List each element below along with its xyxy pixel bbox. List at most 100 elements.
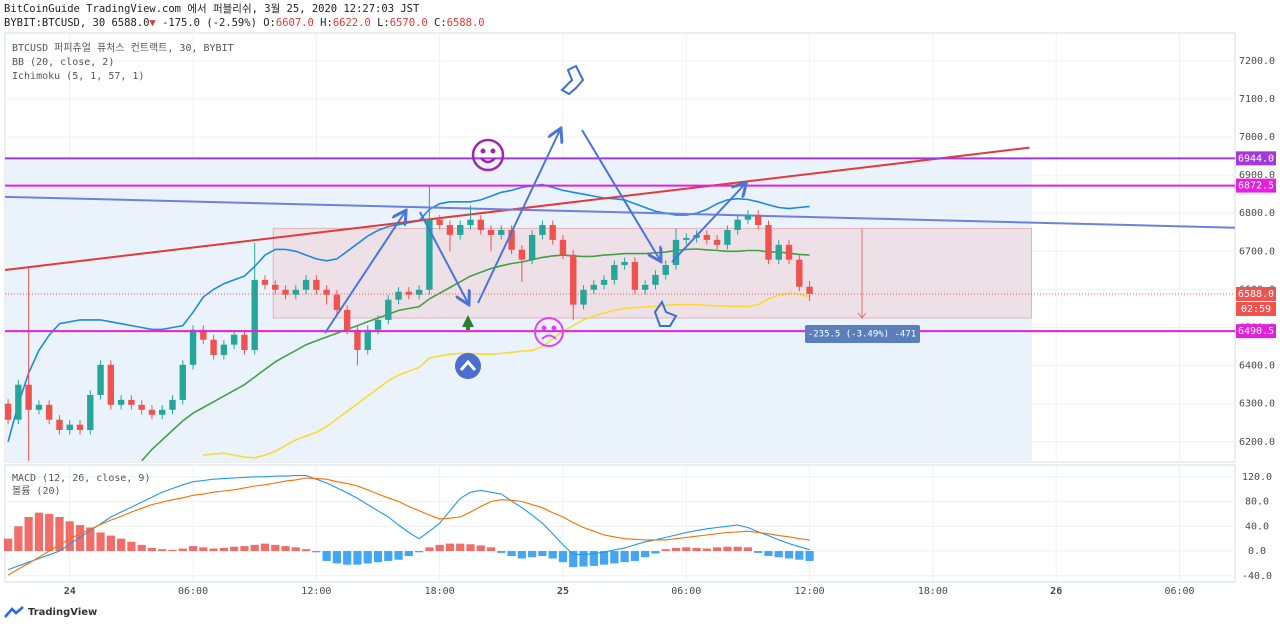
x-tick-label: 24 [64, 586, 76, 597]
candle-body [734, 219, 741, 230]
histogram-bar [784, 551, 794, 559]
histogram-bar [373, 551, 383, 563]
candle-body [405, 291, 413, 295]
header: BitCoinGuide TradingView.com 에서 퍼블리쉬, 3월… [4, 2, 485, 30]
under-layer [272, 227, 1032, 319]
histogram-bar [127, 541, 136, 552]
level-layer [5, 157, 1235, 333]
candle-body [518, 249, 526, 260]
histogram-bar [271, 544, 280, 552]
histogram-bar [682, 547, 691, 552]
histogram-bar [569, 551, 578, 568]
candle-body [66, 424, 73, 430]
candle-body [426, 219, 433, 290]
level-label: 6872.5 [1238, 181, 1274, 192]
countdown-box [1236, 301, 1276, 316]
label-layer: 6200.06300.06400.06500.06600.06700.06800… [64, 56, 1276, 597]
macd-pane [4, 464, 1236, 583]
ohlc-key: O: [263, 17, 276, 29]
change-arrow: ▼ [149, 17, 156, 29]
candle-body [138, 404, 145, 410]
level-label: 6490.5 [1238, 326, 1274, 337]
histogram-bar [240, 546, 249, 552]
histogram-bar [517, 551, 526, 559]
candle-body [56, 419, 63, 430]
histogram-bar [548, 551, 557, 559]
histogram-bar [14, 526, 23, 552]
candle-body [724, 229, 731, 245]
candle-body [395, 291, 402, 300]
candle-body [641, 284, 649, 290]
candle-body [600, 279, 608, 285]
y-tick-label: 80.0 [1245, 497, 1269, 508]
candle-body [4, 403, 12, 420]
ohlc-key: L: [377, 17, 390, 29]
macd-label: MACD (12, 26, close, 9) [12, 473, 150, 484]
candle-body [282, 289, 289, 295]
symbol: BYBIT:BTCUSD, 30 [4, 17, 106, 29]
measure-label-box [805, 324, 920, 343]
x-tick-label: 18:00 [918, 586, 948, 597]
candle-body [765, 225, 772, 260]
candle-body [35, 404, 43, 410]
candle-body [15, 384, 22, 420]
candle-body [528, 234, 536, 260]
histogram-bar [24, 517, 33, 552]
y-tick-label: 6800.0 [1239, 208, 1275, 219]
y-tick-label: 6200.0 [1239, 437, 1275, 448]
logo [4, 606, 24, 618]
x-tick-label: 18:00 [425, 586, 455, 597]
candle-body [446, 225, 454, 235]
histogram-bar [661, 549, 670, 552]
histogram-bar [45, 513, 54, 552]
histogram-bar [476, 545, 485, 552]
candle-body [272, 284, 279, 290]
countdown-label: 02:59 [1241, 304, 1271, 315]
ohlc-key: C: [434, 17, 447, 29]
candle-body [179, 364, 186, 400]
candle-body [590, 284, 597, 290]
candle-body [323, 289, 330, 295]
y-tick-label: 7100.0 [1239, 94, 1275, 105]
sad-mouth [541, 334, 557, 340]
candle-body [200, 329, 207, 340]
candle-body [744, 214, 752, 220]
histogram-bar [168, 549, 177, 552]
candle-body [652, 274, 659, 285]
candle-body [683, 237, 690, 240]
histogram-bar [178, 548, 187, 552]
level-label: 6944.0 [1238, 153, 1274, 164]
candle-body [210, 339, 217, 355]
histogram-bar [106, 535, 115, 552]
candle-body [713, 239, 721, 245]
histogram-bar [651, 551, 660, 554]
histogram-bar [754, 551, 763, 553]
smiley-eye [490, 148, 496, 154]
histogram-bar [630, 551, 640, 561]
histogram-bar [65, 521, 74, 552]
series-line [203, 292, 810, 459]
x-tick-label: 12:00 [795, 586, 825, 597]
y-tick-label: -40.0 [1242, 571, 1272, 582]
histogram-bar [343, 551, 352, 565]
level-label-box [1236, 324, 1276, 339]
histogram-bar [456, 543, 465, 552]
series-layer [3, 146, 1236, 576]
histogram-bar [230, 546, 239, 552]
histogram-bar [579, 551, 588, 567]
x-tick-label: 06:00 [671, 586, 701, 597]
histogram-bar [466, 544, 475, 552]
histogram-bar [692, 547, 701, 552]
trendline [4, 195, 1236, 229]
histogram-bar [774, 551, 783, 558]
candle-body [385, 299, 392, 320]
ohlc-key: H: [320, 17, 333, 29]
candle-body [559, 239, 567, 255]
candle-body [621, 261, 628, 266]
alert-circle [455, 353, 481, 379]
candle-body [631, 261, 639, 290]
histogram-bar [260, 543, 270, 552]
histogram-bar [188, 546, 198, 552]
sad-face [534, 317, 564, 347]
histogram-bar [620, 551, 629, 563]
